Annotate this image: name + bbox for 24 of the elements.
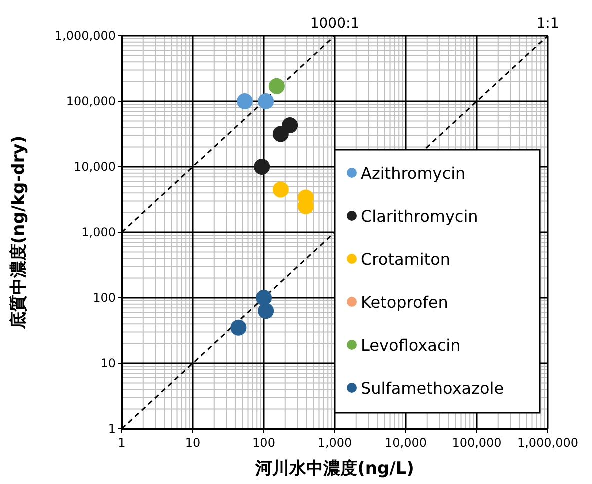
y-tick-label: 1,000,000 bbox=[54, 29, 116, 43]
y-axis-title: 底質中濃度(ng/kg-dry) bbox=[9, 136, 29, 330]
legend-label: Clarithromycin bbox=[361, 207, 478, 226]
y-tick-label: 100 bbox=[93, 291, 116, 305]
legend-label: Sulfamethoxazole bbox=[361, 379, 504, 398]
y-tick-label: 10,000 bbox=[74, 160, 116, 174]
y-tick-label: 1,000 bbox=[82, 226, 116, 240]
x-tick-label: 10 bbox=[185, 436, 201, 450]
legend-label: Ketoprofen bbox=[361, 293, 448, 312]
x-tick-label: 1 bbox=[118, 436, 126, 450]
x-tick-label: 1,000 bbox=[318, 436, 352, 450]
legend-label: Levofloxacin bbox=[361, 336, 461, 355]
legend-label: Crotamiton bbox=[361, 250, 450, 269]
x-axis-title: 河川水中濃度(ng/L) bbox=[254, 459, 414, 479]
legend-label: Azithromycin bbox=[361, 164, 466, 183]
y-tick-label: 10 bbox=[100, 356, 116, 370]
x-tick-label: 10,000 bbox=[385, 436, 427, 450]
series-label: 1000:1 bbox=[310, 16, 360, 32]
x-tick-label: 100,000 bbox=[452, 436, 502, 450]
series-label: 1:1 bbox=[536, 16, 560, 32]
x-tick-label: 1,000,000 bbox=[517, 436, 579, 450]
y-tick-label: 1 bbox=[108, 422, 116, 436]
x-tick-label: 100 bbox=[252, 436, 276, 450]
y-tick-label: 100,000 bbox=[66, 94, 116, 108]
